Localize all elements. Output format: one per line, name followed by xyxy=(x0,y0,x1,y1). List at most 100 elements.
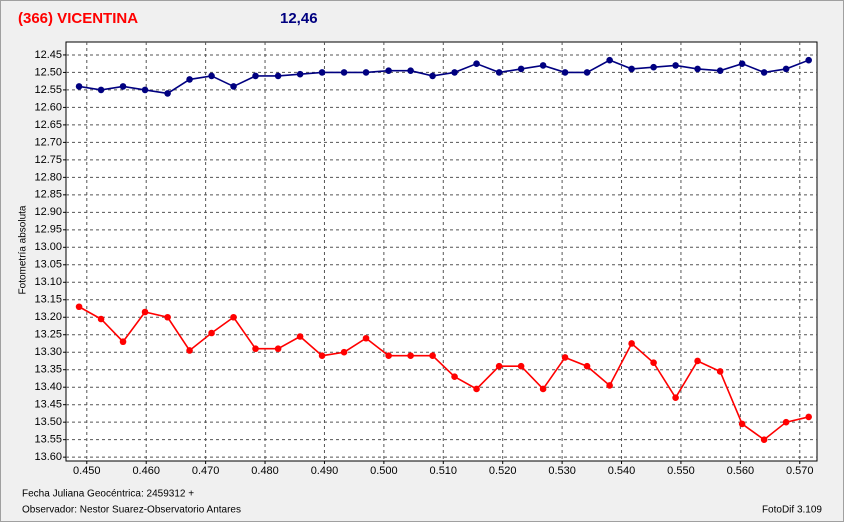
point xyxy=(318,69,326,76)
y-tick-label: 13.25 xyxy=(34,329,62,341)
point xyxy=(805,56,812,64)
point xyxy=(716,368,724,375)
point xyxy=(473,60,480,67)
point xyxy=(407,352,414,360)
point xyxy=(517,362,525,370)
point xyxy=(451,373,458,381)
point xyxy=(628,340,635,347)
series-line xyxy=(78,59,809,95)
point xyxy=(119,83,127,90)
y-tick-label: 12.80 xyxy=(34,171,62,183)
x-tick-label: 0.450 xyxy=(73,465,101,477)
point xyxy=(141,86,149,94)
y-tick-label: 12.60 xyxy=(34,101,62,113)
point xyxy=(760,69,768,76)
point xyxy=(340,69,348,76)
note: Observador: Nestor Suarez-Observatorio A… xyxy=(22,505,241,516)
point xyxy=(208,329,215,337)
x-tick-label: 0.460 xyxy=(132,465,160,477)
point xyxy=(738,60,746,67)
point xyxy=(141,308,149,316)
y-tick-label: 13.50 xyxy=(34,416,62,428)
y-axis-label: Fotometría absoluta xyxy=(18,205,29,294)
x-tick-label: 0.490 xyxy=(311,465,339,477)
y-tick-label: 13.20 xyxy=(34,311,62,323)
point xyxy=(75,83,83,90)
x-tick-label: 0.550 xyxy=(667,465,695,477)
y-tick-label: 12.65 xyxy=(34,119,62,131)
point xyxy=(650,359,657,367)
y-tick-label: 12.45 xyxy=(34,49,62,61)
y-tick-label: 13.55 xyxy=(34,434,62,446)
y-tick-label: 12.50 xyxy=(34,66,62,78)
point xyxy=(760,436,768,443)
point xyxy=(252,72,259,80)
point xyxy=(583,362,591,370)
y-tick-label: 13.40 xyxy=(34,381,62,393)
point xyxy=(672,394,679,401)
point xyxy=(561,69,569,76)
point xyxy=(296,70,304,78)
point xyxy=(539,62,547,69)
point xyxy=(318,352,326,360)
y-tick-label: 13.35 xyxy=(34,364,62,376)
x-tick-label: 0.530 xyxy=(548,465,576,477)
point xyxy=(362,334,370,342)
point xyxy=(208,72,215,80)
point xyxy=(362,69,370,76)
y-tick-label: 12.90 xyxy=(34,206,62,218)
point xyxy=(230,83,237,90)
point xyxy=(274,345,282,353)
y-tick-label: 12.70 xyxy=(34,136,62,148)
point xyxy=(473,385,480,393)
point xyxy=(451,69,458,76)
point xyxy=(805,413,812,421)
point xyxy=(186,76,193,83)
point xyxy=(782,418,790,426)
plot-area xyxy=(65,41,818,462)
note: Fecha Juliana Geocéntrica: 2459312 + xyxy=(22,489,194,500)
y-tick-label: 13.05 xyxy=(34,259,62,271)
x-tick-label: 0.540 xyxy=(608,465,636,477)
point xyxy=(164,90,171,97)
point xyxy=(628,65,635,73)
x-tick-label: 0.510 xyxy=(430,465,458,477)
x-tick-label: 0.570 xyxy=(786,465,814,477)
point xyxy=(429,352,436,360)
point xyxy=(517,65,525,73)
point xyxy=(716,67,724,74)
point xyxy=(340,348,348,356)
point xyxy=(407,67,414,74)
chart-subtitle: 12,46 xyxy=(280,10,318,27)
point xyxy=(97,86,105,94)
y-tick-label: 12.85 xyxy=(34,189,62,201)
point xyxy=(694,357,701,365)
x-tick-label: 0.500 xyxy=(370,465,398,477)
point xyxy=(583,69,591,76)
point xyxy=(782,65,790,73)
y-tick-label: 13.45 xyxy=(34,399,62,411)
y-tick-label: 13.60 xyxy=(34,451,62,463)
point xyxy=(385,67,392,74)
point xyxy=(119,338,127,346)
point xyxy=(495,362,503,370)
point xyxy=(274,72,282,80)
point xyxy=(252,345,259,353)
y-tick-label: 12.95 xyxy=(34,224,62,236)
point xyxy=(606,56,613,64)
point xyxy=(561,354,569,361)
point xyxy=(385,352,392,360)
x-tick-label: 0.520 xyxy=(489,465,517,477)
point xyxy=(694,65,701,73)
chart-title: (366) VICENTINA xyxy=(18,10,138,27)
point xyxy=(186,347,193,354)
y-tick-label: 12.55 xyxy=(34,84,62,96)
y-tick-label: 13.15 xyxy=(34,294,62,306)
point xyxy=(672,62,679,69)
y-tick-label: 12.75 xyxy=(34,154,62,166)
series-line xyxy=(78,306,809,441)
x-tick-label: 0.470 xyxy=(192,465,220,477)
point xyxy=(495,69,503,76)
point xyxy=(738,420,746,428)
